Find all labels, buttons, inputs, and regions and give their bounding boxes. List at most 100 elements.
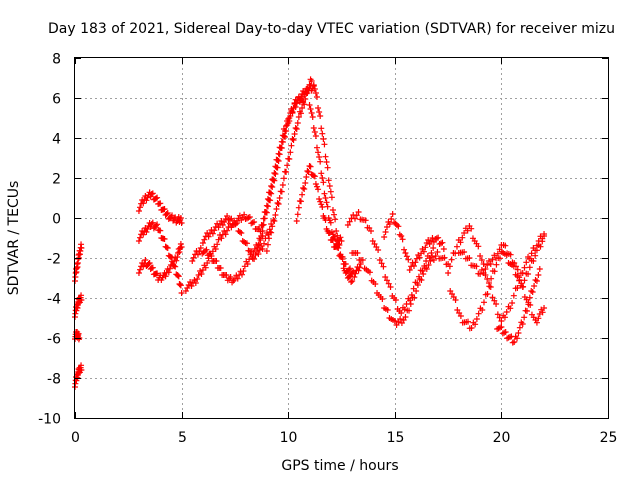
data-point xyxy=(510,292,517,299)
data-point xyxy=(273,206,280,212)
data-point xyxy=(506,334,513,340)
data-point xyxy=(382,274,389,280)
data-point xyxy=(359,257,366,263)
data-point xyxy=(313,94,320,100)
y-tick-label: -6 xyxy=(47,332,61,348)
data-point xyxy=(521,314,528,321)
data-point xyxy=(505,334,512,341)
data-point xyxy=(146,260,153,266)
data-point xyxy=(448,256,455,263)
series-pass-a xyxy=(135,189,185,226)
y-tick-label: -4 xyxy=(47,292,61,308)
data-point xyxy=(396,231,403,238)
series-tail-2 xyxy=(349,249,452,328)
data-point xyxy=(303,174,310,180)
data-point xyxy=(148,221,155,227)
data-point xyxy=(301,101,308,108)
data-points xyxy=(72,76,548,390)
data-point xyxy=(278,188,285,195)
data-point xyxy=(215,224,222,231)
data-point xyxy=(271,218,278,224)
data-point xyxy=(316,109,323,115)
data-point xyxy=(315,186,322,193)
data-point xyxy=(537,243,544,250)
data-point xyxy=(224,227,231,234)
data-point xyxy=(135,238,142,244)
data-point xyxy=(348,279,355,285)
data-point xyxy=(491,268,498,275)
data-point xyxy=(338,238,345,244)
data-point xyxy=(333,228,340,234)
data-point xyxy=(464,227,471,234)
data-point xyxy=(494,311,501,318)
data-point xyxy=(511,339,518,345)
data-point xyxy=(264,241,271,248)
data-point xyxy=(329,207,336,213)
data-point xyxy=(539,238,546,245)
data-point xyxy=(402,314,409,320)
data-point xyxy=(197,245,204,251)
data-point xyxy=(215,236,222,243)
data-point xyxy=(397,316,404,322)
data-point xyxy=(234,220,241,226)
data-point xyxy=(197,268,204,274)
data-point xyxy=(284,162,291,169)
data-point xyxy=(313,144,320,151)
data-point xyxy=(405,256,412,263)
data-point xyxy=(479,307,486,313)
data-point xyxy=(376,257,383,263)
data-point xyxy=(153,195,160,202)
data-point xyxy=(385,280,392,287)
data-point xyxy=(289,136,296,142)
data-point xyxy=(308,78,315,84)
data-point xyxy=(526,264,533,271)
series-tail-1 xyxy=(344,209,437,316)
plot-frame xyxy=(74,57,609,419)
data-point xyxy=(498,318,505,324)
data-point xyxy=(291,131,298,137)
data-point xyxy=(312,90,319,96)
data-point xyxy=(194,276,201,282)
data-point xyxy=(166,265,173,272)
data-point xyxy=(318,170,325,177)
data-point xyxy=(306,102,313,108)
data-point xyxy=(494,250,501,257)
data-point xyxy=(177,215,184,221)
data-point xyxy=(515,330,522,336)
data-point xyxy=(243,215,250,222)
data-point xyxy=(283,169,290,175)
data-point xyxy=(425,262,432,268)
data-point xyxy=(468,225,475,232)
data-point xyxy=(190,254,197,261)
data-point xyxy=(145,261,152,267)
data-point xyxy=(398,310,405,316)
data-point xyxy=(311,86,318,92)
data-point xyxy=(312,181,319,187)
x-tick-label: 5 xyxy=(178,430,187,446)
data-point xyxy=(261,240,268,247)
data-point xyxy=(332,244,339,250)
data-point xyxy=(297,94,304,100)
data-point xyxy=(473,263,480,270)
series-decline-3 xyxy=(293,163,345,250)
data-point xyxy=(177,241,184,247)
data-point xyxy=(223,272,230,278)
data-point xyxy=(477,253,484,259)
data-point xyxy=(453,243,460,250)
data-point xyxy=(274,200,281,206)
data-point xyxy=(529,289,536,295)
data-point xyxy=(530,258,537,264)
data-point xyxy=(251,219,258,225)
data-point xyxy=(177,282,184,289)
data-point xyxy=(306,163,313,169)
data-point xyxy=(532,277,539,283)
data-point xyxy=(161,206,168,212)
data-point xyxy=(198,271,205,277)
data-point xyxy=(293,218,300,224)
data-point xyxy=(477,271,484,277)
data-point xyxy=(382,229,389,235)
x-tick-label: 10 xyxy=(280,430,298,446)
data-point xyxy=(440,246,447,252)
data-point xyxy=(251,256,258,262)
data-point xyxy=(218,218,225,224)
